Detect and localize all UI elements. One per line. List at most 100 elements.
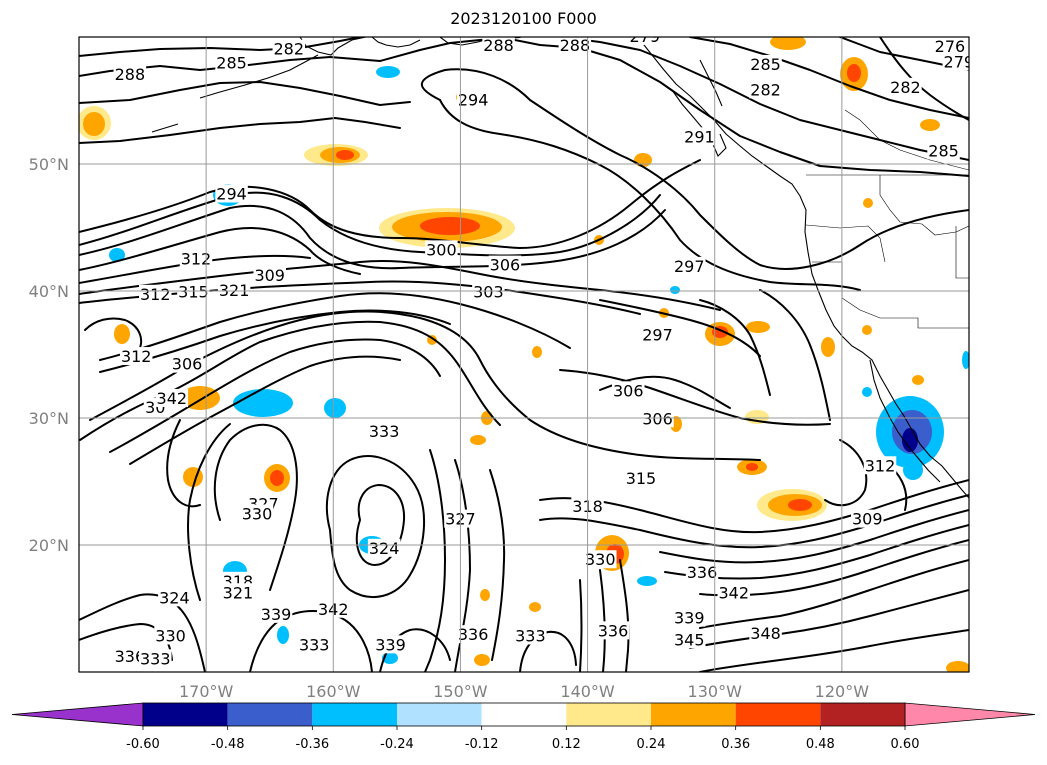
contour-label-gap <box>240 504 274 523</box>
contour-label: 300 <box>425 240 458 259</box>
contour-label-text: 315 <box>626 469 657 488</box>
contour-label-text: 306 <box>613 381 644 400</box>
contour-label-text: 330 <box>585 550 616 569</box>
contour-label: 348 <box>749 623 782 643</box>
contour-label-text: 288 <box>483 36 514 55</box>
contour-label-gap <box>119 347 153 366</box>
contour-label-gap <box>367 538 401 557</box>
colorbar-tick-label: -0.36 <box>296 737 330 752</box>
contour-label-text: 279 <box>944 52 975 71</box>
contour-label-gap <box>584 550 617 569</box>
contour-label: 291 <box>683 127 716 146</box>
contour-label-gap <box>717 583 751 602</box>
graticule <box>79 37 969 672</box>
contour-label: 282 <box>749 80 782 99</box>
contour-label-text: 312 <box>140 285 171 304</box>
contour-label-text: 333 <box>299 635 330 654</box>
contour-label: 312 <box>119 347 153 366</box>
contour-label-gap <box>685 562 719 581</box>
contour-label-gap <box>612 381 645 400</box>
contour-label-gap <box>558 37 592 54</box>
contour-label-text: 297 <box>674 257 705 276</box>
colorbar-tick-label: -0.48 <box>211 737 245 752</box>
lon-tick-label: 140°W <box>560 682 615 701</box>
contour-label: 312 <box>179 249 213 268</box>
colorbar-swatch <box>227 703 313 726</box>
contour-label-gap <box>628 37 662 45</box>
contour-label: 324 <box>158 588 191 607</box>
longitude-labels: 170°W 160°W 150°W 140°W 130°W 120°W <box>179 682 869 701</box>
contour-label-text: 336 <box>687 563 718 582</box>
contour-label: 309 <box>253 265 286 285</box>
contour-label-text: 324 <box>159 588 190 607</box>
contour-label-gap <box>154 626 187 645</box>
contour-label-gap <box>488 255 522 274</box>
contour-label: 276 <box>933 37 967 56</box>
contour-label: 294 <box>215 184 248 203</box>
contour-label-gap <box>927 141 960 160</box>
lon-tick-label: 160°W <box>306 682 361 701</box>
contour-label: 321 <box>221 583 255 602</box>
contour-label-text: 339 <box>261 605 292 624</box>
lon-tick-label: 150°W <box>433 682 488 701</box>
contour-label-gap <box>673 256 706 275</box>
contour-label-text: 282 <box>750 80 781 99</box>
lat-tick-label: 50°N <box>29 155 69 174</box>
contour-label-text: 279 <box>630 27 661 46</box>
contour-label-gap <box>215 53 248 72</box>
contour-label: 279 <box>628 27 662 46</box>
lon-tick-label: 120°W <box>815 682 870 701</box>
contour-label: 285 <box>749 54 782 74</box>
contour-label-text: 306 <box>172 355 203 374</box>
colorbar-tick-label: -0.12 <box>465 737 499 752</box>
colorbar-tick-label: 0.12 <box>552 737 581 752</box>
contour-label-text: 312 <box>181 249 212 268</box>
contour-label-text: 285 <box>750 55 781 74</box>
contour-label-gap <box>139 284 172 303</box>
contour-label-gap <box>683 127 716 146</box>
contour-label-text: 282 <box>890 78 921 97</box>
colorbar-extend-low <box>11 702 144 727</box>
contour-label: 330 <box>154 626 187 645</box>
contour-label-text: 303 <box>473 282 504 301</box>
contour-label-text: 276 <box>935 37 966 56</box>
contour-label: 339 <box>673 608 706 628</box>
contour-label-gap <box>749 623 782 642</box>
contour-label-text: 333 <box>369 422 400 441</box>
contour-label: 336 <box>596 621 630 640</box>
contour-label-gap <box>113 65 147 84</box>
contour-label-text: 309 <box>254 266 285 285</box>
contour-label-text: 294 <box>458 91 489 110</box>
contour-label-text: 348 <box>750 624 781 643</box>
contour-label-gap <box>215 184 248 203</box>
colorbar-swatch <box>481 703 567 726</box>
contour-label-text: 312 <box>121 347 152 366</box>
contour-label-text: 336 <box>115 647 146 666</box>
contour-label: 294 <box>456 90 490 110</box>
contour-label: 306 <box>641 409 674 428</box>
contour-label-gap <box>374 635 407 654</box>
contour-lines <box>79 37 969 672</box>
contour-label-gap <box>221 583 255 602</box>
colorbar: -0.60 -0.48 -0.36 -0.24 -0.12 0.12 0.24 0.36 0.4… <box>11 702 1036 752</box>
contour-label-text: 288 <box>560 36 591 55</box>
contour-label-text: 282 <box>274 40 305 59</box>
lon-tick-label: 130°W <box>688 682 743 701</box>
colorbar-swatch <box>312 703 397 726</box>
contour-label-text: 336 <box>598 621 629 640</box>
contour-label-gap <box>596 621 630 640</box>
contour-label-gap <box>851 509 884 528</box>
contour-label: 330 <box>240 504 274 524</box>
contour-label: 315 <box>624 468 658 488</box>
contour-label-gap <box>749 54 782 73</box>
contour-label-text: 285 <box>928 141 959 160</box>
contour-label-text: 339 <box>375 635 406 654</box>
contour-label-text: 324 <box>369 539 400 558</box>
contour-label-gap <box>139 649 172 668</box>
contour-label-gap <box>641 325 674 344</box>
contour-label-gap <box>942 52 969 71</box>
colorbar-swatch <box>397 703 482 726</box>
lat-tick-label: 20°N <box>29 536 69 555</box>
contour-label: 339 <box>374 635 407 654</box>
